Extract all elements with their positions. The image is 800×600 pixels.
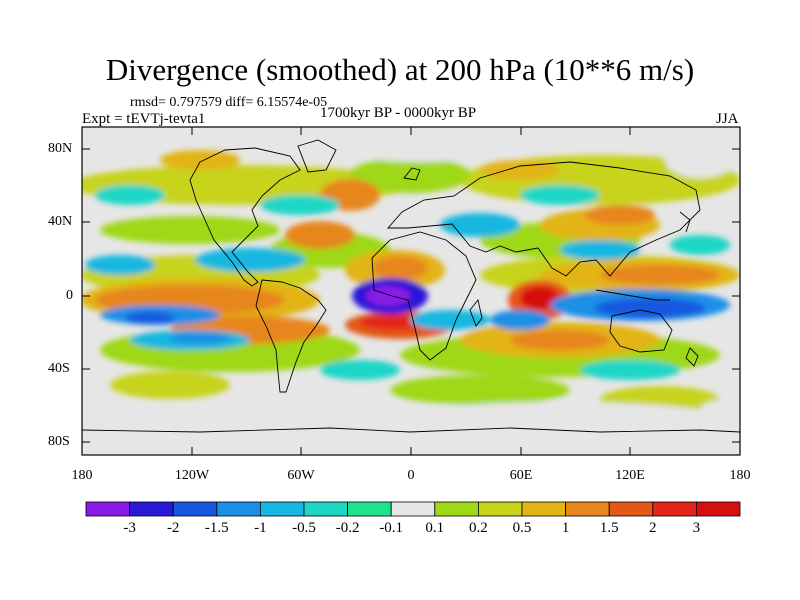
stats-line: rmsd= 0.797579 diff= 6.15574e-05	[130, 95, 328, 110]
colorbar-label: 0.5	[512, 520, 532, 536]
colorbar-label: -2	[166, 520, 180, 536]
colorbar-swatch	[347, 501, 392, 517]
axis-ticks	[81, 127, 741, 455]
experiment-label: Expt = tEVTj-tevta1	[82, 111, 206, 127]
colorbar-swatch	[390, 501, 436, 517]
colorbar-label: 3	[692, 520, 701, 536]
lon-label-180w: 180	[71, 468, 93, 483]
colorbar-swatch	[565, 501, 610, 517]
chart-title: Divergence (smoothed) at 200 hPa (10**6 …	[105, 52, 695, 87]
colorbar-label: -0.5	[292, 520, 316, 536]
lat-label-40n: 40N	[48, 214, 73, 229]
colorbar-label: -3	[123, 520, 136, 536]
lat-label-80n: 80N	[48, 141, 73, 156]
colorbar-swatch	[434, 501, 479, 517]
divergence-field	[82, 135, 740, 445]
colorbar-swatch	[129, 501, 174, 517]
colorbar-label: -0.1	[379, 520, 404, 536]
colorbar-label: 2	[649, 520, 657, 536]
colorbar-label: 0.1	[425, 520, 445, 536]
colorbar-swatch	[477, 501, 523, 517]
coastlines	[82, 139, 740, 433]
colorbar-swatch	[521, 501, 566, 517]
colorbar-swatch	[303, 501, 348, 517]
season-label: JJA	[716, 111, 739, 127]
colorbar-label: -1	[254, 520, 267, 536]
colorbar-swatch	[85, 501, 130, 517]
period-label: 1700kyr BP - 0000kyr BP	[320, 105, 477, 121]
lon-label-60e: 60E	[509, 468, 533, 483]
colorbar-swatch	[696, 501, 741, 517]
colorbar-label: 1.5	[599, 520, 619, 536]
lat-label-40s: 40S	[48, 361, 70, 376]
colorbar-label: 1	[561, 520, 570, 536]
colorbar-swatch	[608, 501, 654, 517]
colorbar-swatch	[652, 501, 697, 517]
lat-label-eq: 0	[66, 288, 73, 303]
colorbar-label: 0.2	[469, 520, 488, 536]
colorbar-swatch	[259, 501, 305, 517]
lon-label-120w: 120W	[174, 468, 210, 483]
lat-label-80s: 80S	[48, 434, 70, 449]
lon-label-60w: 60W	[287, 468, 315, 483]
colorbar-label: -1.5	[204, 520, 229, 536]
colorbar-label: -0.2	[335, 520, 360, 536]
lon-label-0: 0	[407, 468, 415, 483]
colorbar-swatch	[172, 501, 218, 517]
lon-label-180e: 180	[729, 468, 751, 483]
colorbar	[85, 501, 741, 517]
colorbar-swatch	[216, 501, 261, 517]
lon-label-120e: 120E	[615, 468, 645, 483]
